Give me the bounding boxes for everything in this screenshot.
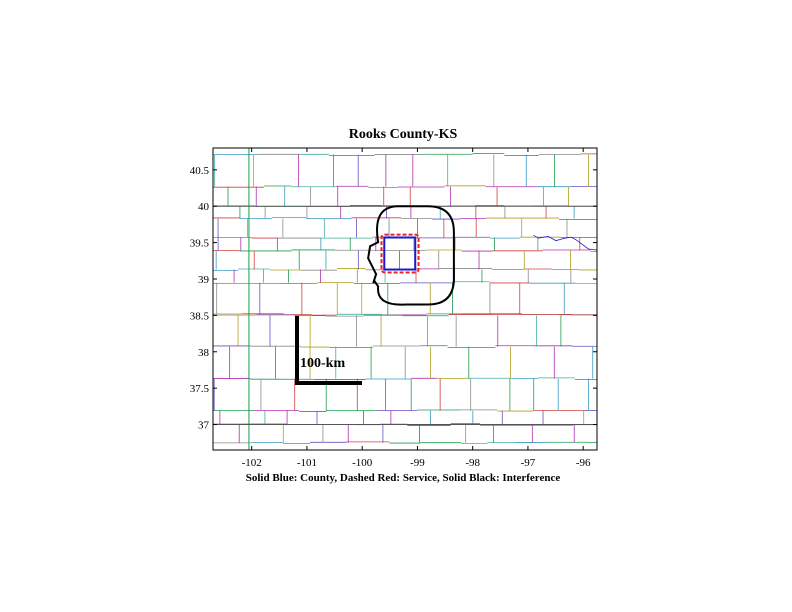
x-tick-label: -99 bbox=[410, 457, 425, 469]
service-contour bbox=[380, 233, 420, 274]
y-tick-label: 39.5 bbox=[190, 238, 210, 250]
scale-bar-label: 100-km bbox=[300, 356, 345, 371]
figure-title: Rooks County-KS bbox=[349, 127, 458, 142]
y-tick-label: 40.5 bbox=[190, 165, 210, 177]
x-tick-label: -100 bbox=[352, 457, 373, 469]
y-axis: 37 37.5 38 38.5 39 39.5 40 40.5 bbox=[190, 165, 597, 432]
x-axis: -102 -101 -100 -99 -98 -97 -96 bbox=[242, 148, 591, 469]
y-tick-label: 38 bbox=[198, 347, 210, 359]
river-boundary bbox=[533, 234, 597, 251]
legend-caption: Solid Blue: County, Dashed Red: Service,… bbox=[246, 472, 561, 484]
y-tick-label: 40 bbox=[198, 201, 210, 213]
county-outline bbox=[383, 236, 417, 271]
x-tick-label: -102 bbox=[242, 457, 262, 469]
x-tick-label: -101 bbox=[297, 457, 317, 469]
y-tick-label: 39 bbox=[198, 274, 210, 286]
plot-frame bbox=[212, 147, 598, 451]
scale-bar: 100-km bbox=[295, 316, 362, 385]
x-tick-label: -96 bbox=[576, 457, 591, 469]
y-tick-label: 38.5 bbox=[190, 310, 210, 322]
interference-contour bbox=[367, 205, 455, 306]
x-tick-label: -98 bbox=[465, 457, 480, 469]
y-tick-label: 37 bbox=[198, 420, 210, 432]
x-tick-label: -97 bbox=[521, 457, 536, 469]
y-tick-label: 37.5 bbox=[190, 383, 210, 395]
